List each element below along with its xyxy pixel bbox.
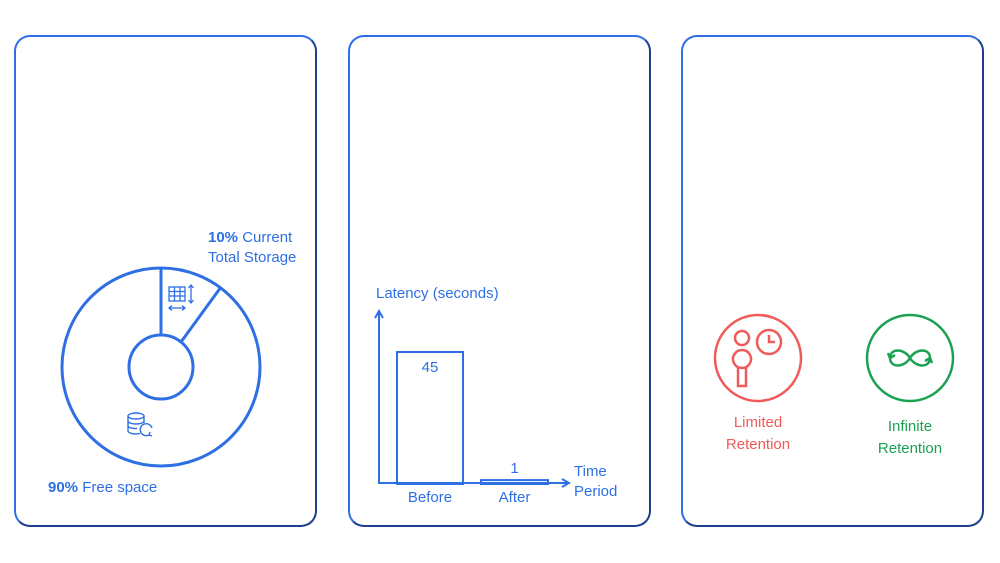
category-label-before: Before [408, 489, 452, 506]
category-label-after: After [499, 489, 531, 506]
free-space-label: 90% Free space [48, 478, 157, 498]
latency-bar-chart: 45 Before 1 After [374, 308, 572, 506]
infinite-retention-line1: Infinite [887, 418, 933, 435]
free-space-text: Free space [82, 479, 158, 496]
donut-segment-divider-angled [179, 286, 223, 343]
infinite-retention-line2: Retention [877, 440, 943, 457]
retention-card: Limited Retention Infinite Retention [681, 35, 984, 527]
bar-after [480, 479, 549, 486]
table-resize-icon [167, 283, 194, 311]
free-space-percent: 90% [48, 479, 79, 496]
storage-donut-graphic [60, 266, 262, 468]
infinite-retention-icon [865, 313, 955, 403]
latency-chart-card: 45 Before 1 After Latency (seconds) Time Pe… [348, 35, 651, 527]
y-axis-label: Latency (seconds) [376, 285, 499, 302]
data-label-before: 45 [422, 359, 439, 376]
limited-retention-icon [713, 313, 803, 403]
x-axis-label-line1: Time [574, 463, 607, 480]
bar-before [396, 351, 464, 485]
x-axis-label-line2: Period [574, 483, 618, 500]
y-axis-arrow [374, 308, 384, 319]
retention-icons [713, 313, 955, 403]
data-label-after: 1 [510, 460, 518, 477]
current-storage-label: 10% Current [208, 228, 292, 248]
limited-retention-line1: Limited [733, 414, 783, 431]
total-storage-text: Total Storage [208, 249, 297, 266]
storage-card: 10% Current Total Storage 90% Free space [14, 35, 317, 527]
current-storage-percent: 10% [208, 229, 239, 246]
database-refresh-icon [127, 412, 153, 437]
donut-inner-ring [127, 333, 195, 401]
limited-retention-line2: Retention [725, 436, 791, 453]
current-storage-text: Current [242, 229, 293, 246]
x-axis-arrow [561, 478, 572, 488]
